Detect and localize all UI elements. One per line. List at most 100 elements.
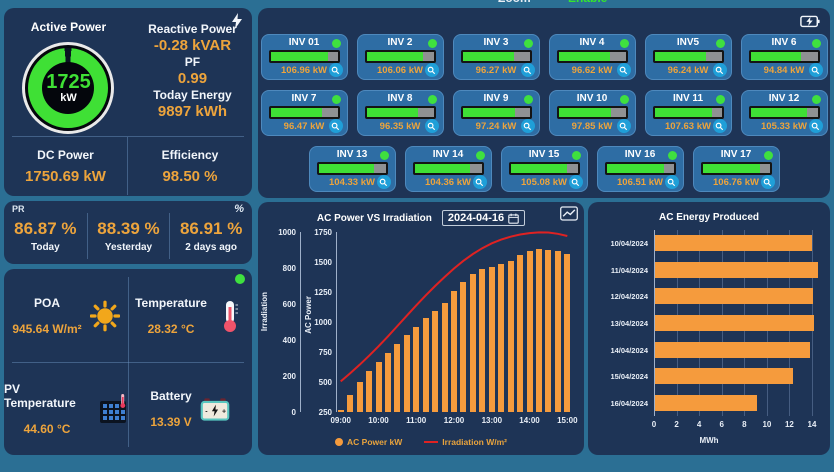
mid-chart-title: AC Power VS Irradiation [316, 212, 432, 224]
inverter-tile[interactable]: INV5 96.24 kW [644, 34, 732, 80]
battery-cell: Battery 13.39 V - + [128, 362, 252, 455]
inverter-tile[interactable]: INV 7 96.47 kW [260, 90, 348, 136]
irradiation-tick-label: 1000 [278, 228, 296, 237]
ac-power-bar [394, 343, 401, 412]
energy-tick-label: 14 [807, 420, 817, 429]
inverter-zoom-button[interactable] [424, 63, 439, 77]
inverter-zoom-button[interactable] [616, 63, 631, 77]
inverter-name: INV 7 [291, 93, 317, 104]
pv-temperature-label: PV Temperature [4, 381, 76, 410]
pf-value: 0.99 [177, 70, 208, 87]
inverter-zoom-button[interactable] [328, 119, 343, 133]
today-energy-value: 9897 kWh [157, 103, 228, 120]
poa-cell: POA 945.64 W/m² [4, 269, 128, 362]
inverter-zoom-button[interactable] [520, 63, 535, 77]
inverter-tile[interactable]: INV 9 97.24 kW [452, 90, 540, 136]
toolbar-enable-label[interactable]: Enable [568, 0, 607, 5]
ac-power-vs-irradiation-chart: AC Power VS Irradiation 2024-04-16 0 200 4… [258, 202, 584, 455]
inverter-power-bar-fill [558, 52, 611, 61]
toolbar-zoom-label[interactable]: Zoom [498, 0, 531, 5]
pr-yesterday-label: Yesterday [104, 242, 153, 253]
right-chart-x-axis-label: MWh [699, 436, 719, 445]
active-power-gauge: 1725 kW [22, 42, 115, 134]
inverter-zoom-button[interactable] [616, 119, 631, 133]
inverter-tile[interactable]: INV 13 104.33 kW [308, 146, 396, 192]
inverter-power-bar-fill [462, 52, 515, 61]
inverter-zoom-button[interactable] [328, 63, 343, 77]
pr-2days-value: 86.91 % [179, 219, 243, 238]
inverter-row: INV 13 104.33 kW INV 14 104.36 kW INV 15 105.… [258, 146, 830, 192]
line-chart-icon[interactable] [560, 206, 578, 221]
inverter-tile[interactable]: INV 17 106.76 kW [692, 146, 780, 192]
inverter-zoom-button[interactable] [424, 119, 439, 133]
inverter-tile[interactable]: INV 14 104.36 kW [404, 146, 492, 192]
inverter-tile[interactable]: INV 8 96.35 kW [356, 90, 444, 136]
inverter-tile[interactable]: INV 01 106.96 kW [260, 34, 348, 80]
inverter-power-value: 106.96 kW [281, 65, 327, 76]
energy-bar [655, 315, 815, 331]
ac-power-bar [337, 409, 344, 412]
inverter-name: INV 2 [387, 37, 413, 48]
inverter-status-dot [475, 151, 485, 160]
inverter-panel: INV 01 106.96 kW INV 2 106.06 kW INV 3 96.27 … [258, 8, 830, 198]
inverter-tile[interactable]: INV 4 96.62 kW [548, 34, 636, 80]
inverter-power-bar [556, 106, 628, 119]
date-picker[interactable]: 2024-04-16 [441, 210, 526, 226]
dc-power-label: DC Power [37, 147, 94, 162]
inverter-zoom-button[interactable] [664, 175, 679, 189]
battery-label: Battery [150, 388, 192, 403]
inverter-tile[interactable]: INV 3 96.27 kW [452, 34, 540, 80]
inverter-name: INV 9 [483, 93, 509, 104]
date-category-label: 13/04/2024 [610, 319, 648, 328]
inverter-tile[interactable]: INV 16 106.51 kW [596, 146, 684, 192]
pr-2days-cell: 86.91 % 2 days ago [169, 213, 252, 259]
inverter-zoom-button[interactable] [760, 175, 775, 189]
active-power-value: 1725 [46, 71, 91, 93]
temperature-label: Temperature [135, 295, 207, 310]
inverter-status-dot [523, 39, 533, 48]
inverter-tile[interactable]: INV 15 105.08 kW [500, 146, 588, 192]
inverter-zoom-button[interactable] [376, 175, 391, 189]
legend-irradiation[interactable]: Irradiation W/m² [424, 437, 507, 447]
inverter-status-dot [715, 39, 725, 48]
inverter-name: INV 15 [528, 149, 560, 160]
energy-tick-label: 2 [674, 420, 679, 429]
inverter-zoom-button[interactable] [568, 175, 583, 189]
ac-power-bar [498, 264, 505, 412]
pv-temperature-cell: PV Temperature 44.60 °C [4, 362, 128, 455]
inverter-zoom-button[interactable] [712, 63, 727, 77]
inverter-zoom-button[interactable] [520, 119, 535, 133]
energy-tick-label: 4 [696, 420, 702, 429]
ac-power-bar [479, 269, 486, 412]
ac-power-tick-label: 500 [318, 378, 332, 387]
percent-icon: % [234, 203, 244, 215]
inverter-name: INV 12 [768, 93, 800, 104]
inverter-power-bar-fill [510, 164, 567, 173]
inverter-power-bar [748, 50, 820, 63]
inverter-zoom-button[interactable] [808, 63, 823, 77]
pv-temperature-value: 44.60 °C [23, 421, 71, 436]
inverter-tile[interactable]: INV 10 97.85 kW [548, 90, 636, 136]
date-category-label: 12/04/2024 [610, 292, 648, 302]
inverter-zoom-button[interactable] [472, 175, 487, 189]
inverter-tile[interactable]: INV 2 106.06 kW [356, 34, 444, 80]
inverter-tile[interactable]: INV 6 94.84 kW [740, 34, 828, 80]
inverter-tile[interactable]: INV 12 105.33 kW [740, 90, 828, 136]
inverter-name: INV 16 [624, 149, 656, 160]
inverter-power-bar-fill [462, 108, 515, 117]
inverter-status-dot [379, 151, 389, 160]
inverter-power-bar [604, 162, 676, 175]
inverter-tile[interactable]: INV 11 107.63 kW [644, 90, 732, 136]
energy-bar [655, 368, 793, 385]
performance-ratio-card: PR % 86.87 % Today 88.39 % Yesterday 86.… [4, 201, 252, 264]
inverter-power-value: 96.47 kW [283, 121, 325, 132]
inverter-power-bar-fill [270, 52, 328, 61]
inverter-power-value: 96.27 kW [475, 65, 517, 76]
legend-ac-power[interactable]: AC Power kW [335, 437, 402, 447]
pr-yesterday-cell: 88.39 % Yesterday [86, 213, 170, 259]
divider [12, 362, 244, 363]
inverter-zoom-button[interactable] [808, 119, 823, 133]
inverter-power-value: 97.24 kW [475, 121, 517, 132]
inverter-zoom-button[interactable] [712, 119, 727, 133]
date-value[interactable]: 2024-04-16 [447, 212, 505, 224]
